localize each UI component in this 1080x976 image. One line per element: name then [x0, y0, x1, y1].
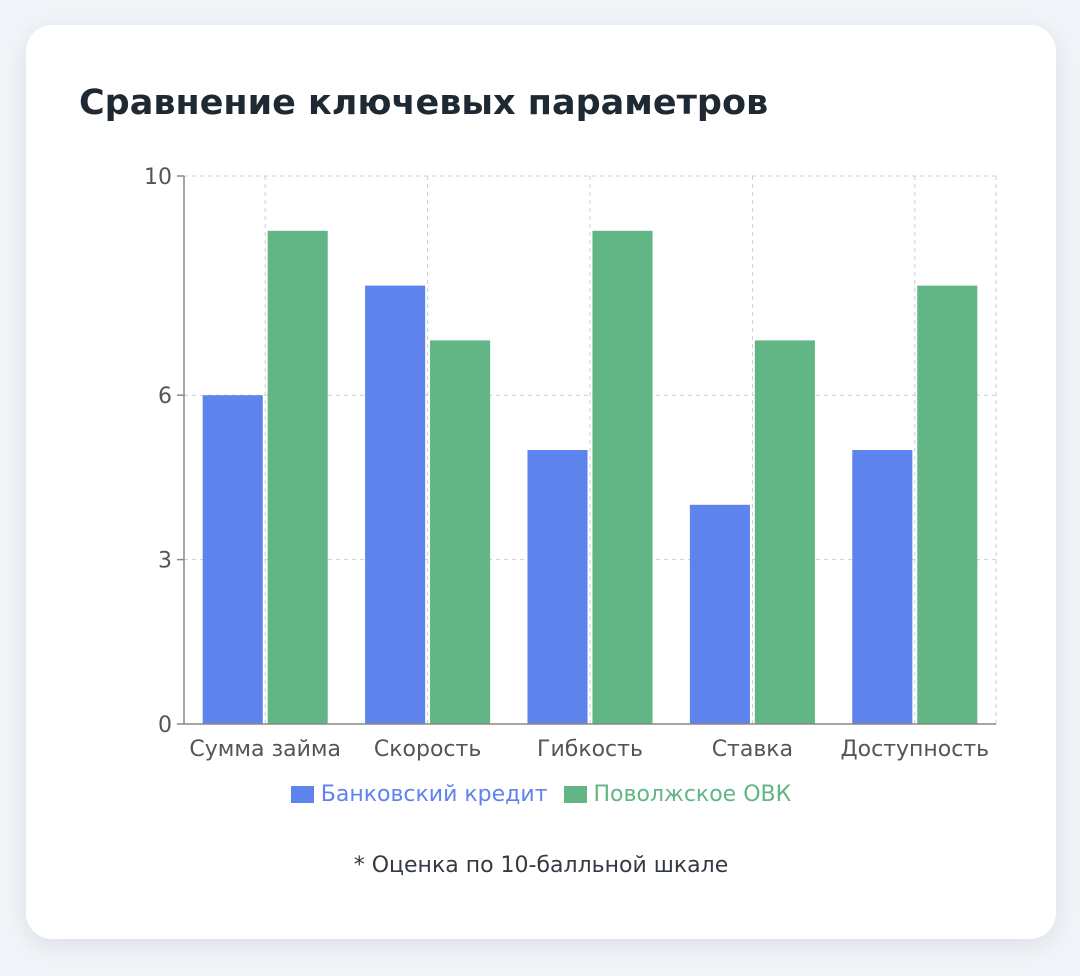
bar-ovk-0 — [267, 230, 328, 725]
y-tick-label: 3 — [158, 549, 172, 574]
y-tick-label: 10 — [144, 165, 172, 190]
legend-label-bank: Банковский кредит — [320, 782, 548, 807]
footnote: * Оценка по 10-балльной шкале — [353, 853, 729, 878]
bar-bank-3 — [689, 504, 750, 724]
x-tick-label: Скорость — [374, 737, 481, 762]
chart-title: Сравнение ключевых параметров — [79, 83, 769, 123]
bars — [202, 230, 978, 725]
axes — [177, 175, 996, 725]
bar-ovk-2 — [592, 230, 653, 725]
bar-bank-4 — [852, 450, 913, 724]
x-tick-label: Ставка — [712, 737, 793, 762]
x-tick-label: Сумма займа — [189, 737, 341, 762]
legend-item-bank[interactable]: Банковский кредит — [290, 782, 548, 807]
legend-swatch-bank — [290, 786, 314, 803]
legend-label-ovk: Поволжское ОВК — [593, 782, 792, 807]
x-tick-label: Доступность — [840, 737, 989, 762]
legend: Банковский кредит Поволжское ОВК — [26, 782, 1056, 807]
axis-labels: 0 3 6 10 Сумма займа Скорость Гибкость Ставка До… — [144, 165, 989, 762]
grid-lines — [184, 175, 997, 724]
bar-bank-2 — [527, 450, 588, 724]
chart-card: Сравнение ключевых параметров 0 3 6 10 Сумма… — [26, 25, 1056, 939]
x-tick-label: Гибкость — [537, 737, 643, 762]
bar-ovk-1 — [430, 340, 491, 724]
bar-chart: 0 3 6 10 Сумма займа Скорость Гибкость Ставка До… — [144, 165, 997, 762]
legend-item-ovk[interactable]: Поволжское ОВК — [563, 782, 792, 807]
bar-bank-1 — [365, 285, 426, 724]
bar-ovk-4 — [917, 285, 978, 724]
y-tick-label: 0 — [158, 713, 172, 738]
y-tick-label: 6 — [158, 384, 172, 409]
bar-bank-0 — [202, 395, 263, 724]
bar-ovk-3 — [754, 340, 815, 724]
legend-swatch-ovk — [563, 786, 587, 803]
